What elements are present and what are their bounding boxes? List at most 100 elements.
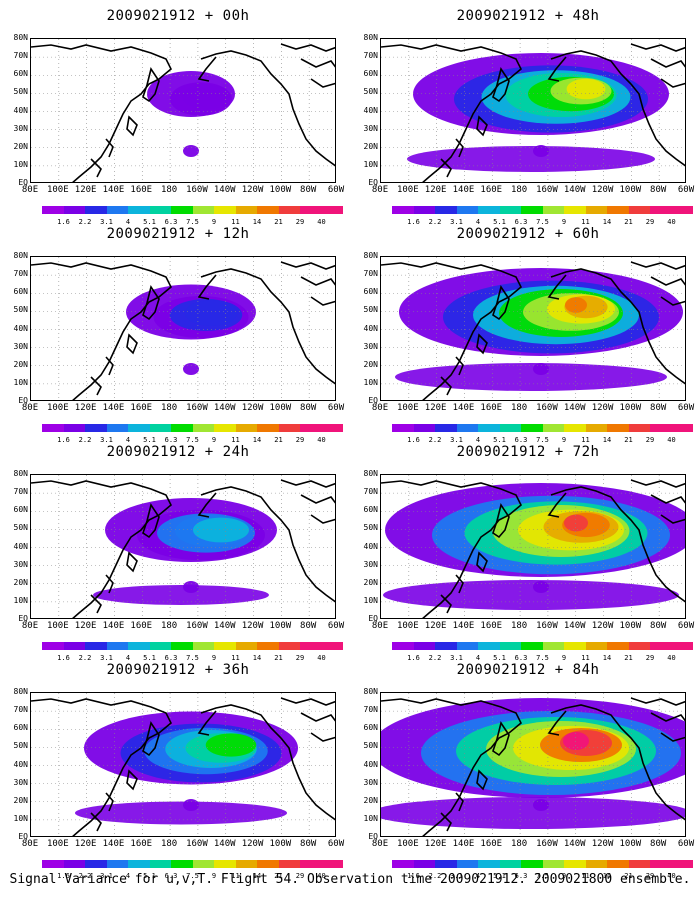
- coastline: [310, 514, 335, 524]
- variance-contour: [533, 363, 549, 375]
- lat-tick-label: 60N: [13, 69, 28, 79]
- colorbar-label: 4: [125, 872, 131, 880]
- coastline: [200, 268, 335, 385]
- colorbar-swatch: [435, 642, 457, 650]
- colorbar-label: 21: [624, 872, 633, 880]
- lon-tick-label: 80W: [650, 185, 667, 195]
- lat-tick-label: 50N: [13, 305, 28, 315]
- colorbar-swatch: [628, 424, 650, 432]
- colorbar-label: 14: [252, 436, 262, 444]
- colorbar-swatch: [171, 860, 193, 868]
- coastline: [200, 704, 335, 821]
- colorbar-swatch: [321, 642, 343, 650]
- lat-tick-label: 60N: [13, 505, 28, 515]
- colorbar-swatch: [607, 860, 629, 868]
- colorbar-label: 14: [252, 654, 262, 662]
- colorbar-label: 5.1: [143, 872, 156, 880]
- colorbar-label: 21: [274, 654, 283, 662]
- colorbar-label: 6.3: [164, 436, 178, 444]
- lon-tick-label: 100W: [269, 403, 292, 413]
- colorbar-swatch: [671, 206, 693, 214]
- map-area: [30, 474, 336, 619]
- lon-tick-label: 140W: [563, 403, 586, 413]
- lon-tick-label: 120E: [424, 839, 447, 849]
- colorbar-label: 3.1: [100, 654, 113, 662]
- coastline: [126, 769, 138, 791]
- variance-contour: [533, 581, 549, 593]
- colorbar-label: 7.5: [536, 654, 549, 662]
- panel-title: 2009021912 + 84h: [456, 662, 600, 678]
- lon-tick-label: 80E: [371, 839, 389, 849]
- colorbar-label: 5.1: [143, 436, 156, 444]
- colorbar-label: 5.1: [493, 436, 506, 444]
- colorbar-swatch: [214, 642, 236, 650]
- colorbar-swatch: [106, 642, 128, 650]
- colorbar-swatch: [499, 206, 521, 214]
- colorbar-swatch: [278, 860, 300, 868]
- lon-tick-label: 80W: [300, 403, 317, 413]
- lon-tick-label: 100W: [269, 621, 292, 631]
- colorbar-swatch: [499, 860, 521, 868]
- colorbar-label: 5.1: [493, 872, 506, 880]
- lat-tick-label: 80N: [363, 687, 378, 696]
- colorbar-swatch: [392, 424, 414, 432]
- coastline: [547, 710, 567, 736]
- colorbar-swatch: [521, 206, 543, 214]
- lon-tick-label: 80W: [650, 839, 667, 849]
- colorbar-label: 11: [581, 436, 590, 444]
- coastline: [280, 261, 335, 270]
- colorbar-label: 7.5: [186, 218, 199, 226]
- coastline: [90, 376, 102, 396]
- colorbar-swatch: [171, 206, 193, 214]
- colorbar-label: 21: [624, 654, 633, 662]
- lat-tick-label: 70N: [363, 705, 378, 715]
- colorbar-swatch: [106, 860, 128, 868]
- colorbar-label: 9: [561, 436, 567, 444]
- map-svg: [381, 257, 685, 400]
- panel-title: 2009021912 + 12h: [106, 226, 250, 242]
- lon-tick-label: 120W: [591, 403, 614, 413]
- lat-tick-label: 10N: [13, 813, 28, 823]
- lon-tick-label: 60W: [327, 185, 345, 195]
- coastline: [550, 486, 685, 603]
- colorbar-swatch: [257, 206, 279, 214]
- colorbar-label: 1.6: [57, 872, 70, 880]
- colorbar: [392, 642, 693, 650]
- lon-tick-label: 140W: [213, 839, 236, 849]
- colorbar-label: 2.2: [428, 654, 442, 662]
- colorbar-label: 21: [274, 218, 283, 226]
- colorbar-label: 4: [475, 872, 481, 880]
- colorbar-swatch: [542, 424, 564, 432]
- lon-tick-label: 180: [510, 403, 528, 413]
- colorbar-swatch: [300, 424, 322, 432]
- variance-contour: [383, 580, 679, 610]
- coastline: [381, 698, 522, 836]
- lat-tick-label: 20N: [13, 359, 28, 369]
- colorbar-label: 29: [295, 218, 305, 226]
- colorbar: [42, 424, 343, 432]
- lon-tick-label: 160E: [480, 403, 503, 413]
- lon-tick-label: 180: [160, 185, 178, 195]
- panel-title: 2009021912 + 36h: [106, 662, 250, 678]
- lat-tick-label: EQ: [368, 614, 378, 623]
- coastline: [310, 296, 335, 306]
- coastline: [440, 812, 452, 832]
- lon-tick-label: 120E: [424, 185, 447, 195]
- map-svg: [381, 39, 685, 182]
- colorbar-label: 2.2: [78, 436, 92, 444]
- colorbar-label: 2.2: [78, 218, 92, 226]
- lon-tick-label: 160W: [536, 185, 558, 195]
- lat-tick-label: 70N: [363, 269, 378, 279]
- lon-tick-label: 60W: [677, 839, 695, 849]
- lat-tick-label: 40N: [363, 759, 378, 769]
- coastline: [197, 710, 217, 736]
- map-area: [30, 692, 336, 837]
- lon-tick-label: 80E: [371, 185, 389, 195]
- colorbar-swatch: [478, 860, 500, 868]
- lat-tick-label: 50N: [363, 741, 378, 751]
- coastline: [630, 43, 685, 52]
- coastline: [280, 479, 335, 488]
- colorbar-label: 4: [475, 654, 481, 662]
- colorbar-label: 9: [211, 872, 217, 880]
- forecast-panel: 2009021912 + 36h 80N 70N 60N 50N 40N 30N 20N 10N…: [8, 662, 348, 880]
